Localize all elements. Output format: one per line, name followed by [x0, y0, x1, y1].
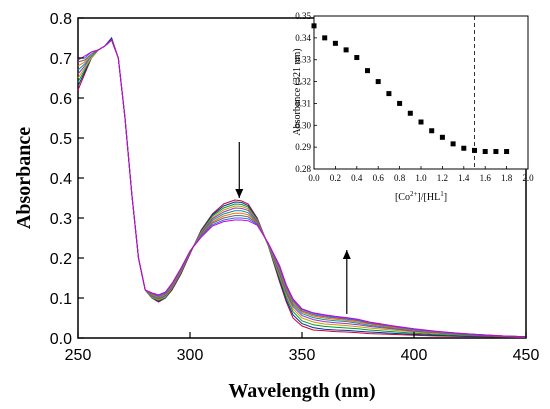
x-tick-label: 300	[177, 347, 204, 364]
inset-data-point	[343, 47, 349, 53]
inset-y-tick-label: 0.29	[295, 142, 311, 152]
inset-data-point	[322, 35, 328, 41]
main-plot: 250 300 350 400 450 0.0 0.1 0.2 0.3 0.4 0.5 0.6 0.7 0…	[13, 11, 539, 402]
inset-x-tick-label: 0.0	[308, 173, 320, 183]
x-tick-label: 350	[289, 347, 316, 364]
inset-data-point	[429, 128, 435, 134]
inset-data-point	[375, 79, 381, 85]
inset-x-tick-label: 0.6	[373, 173, 385, 183]
inset-y-tick-label: 0.35	[295, 11, 311, 21]
annotation-arrow-head	[342, 250, 351, 259]
y-tick-label: 0.3	[50, 211, 72, 228]
inset-x-tick-label: 1.6	[480, 173, 492, 183]
x-axis-title: Wavelength (nm)	[228, 380, 375, 402]
inset-y-tick-label: 0.34	[295, 33, 311, 43]
inset-y-tick-label: 0.32	[295, 77, 311, 87]
inset-y-tick-label: 0.33	[295, 55, 311, 65]
inset-data-point	[332, 40, 338, 46]
inset-plot: 0.0 0.2 0.4 0.6 0.8 1.0 1.2 1.4 1.6 1.8 2.0 0.28 0.2…	[292, 11, 534, 203]
inset-data-point	[354, 55, 360, 61]
inset-data-point	[407, 110, 413, 116]
x-tick-label: 250	[65, 347, 92, 364]
inset-x-tick-label: 1.4	[458, 173, 470, 183]
inset-data-point	[386, 91, 392, 97]
inset-data-point	[365, 68, 370, 74]
main-series-group	[77, 36, 527, 339]
annotation-arrow-head	[235, 189, 244, 198]
inset-data-point	[450, 141, 456, 147]
inset-data-point	[397, 100, 403, 106]
main-ticks: 250 300 350 400 450 0.0 0.1 0.2 0.3 0.4 0.5 0.6 0.7 0…	[50, 11, 540, 364]
inset-x-axis-title: [Co2+]/[HL1]	[395, 190, 447, 203]
inset-data-point	[311, 23, 317, 29]
inset-x-tick-label: 0.2	[330, 173, 341, 183]
y-tick-label: 0.7	[50, 51, 72, 68]
y-tick-label: 0.2	[50, 251, 72, 268]
inset-y-tick-label: 0.28	[295, 164, 311, 174]
inset-data-point	[461, 145, 467, 151]
inset-x-tick-label: 1.8	[501, 173, 513, 183]
inset-plot-frame	[313, 15, 529, 170]
inset-data-point	[504, 149, 510, 155]
spectrum-line-10	[77, 39, 527, 338]
inset-x-tick-label: 1.0	[415, 173, 427, 183]
inset-data-point	[493, 149, 499, 155]
y-tick-label: 0.5	[50, 131, 72, 148]
y-tick-label: 0.6	[50, 91, 72, 108]
inset-ticks: 0.0 0.2 0.4 0.6 0.8 1.0 1.2 1.4 1.6 1.8 2.0 0.28 0.2…	[295, 11, 534, 183]
x-tick-label: 450	[513, 347, 540, 364]
inset-y-tick-label: 0.30	[295, 120, 311, 130]
y-tick-label: 0.4	[50, 171, 72, 188]
inset-y-axis-title: Absorbance (321 nm)	[292, 48, 303, 135]
inset-data-point	[482, 149, 488, 155]
main-annotations	[235, 142, 351, 314]
inset-data-point	[472, 147, 477, 153]
y-tick-label: 0.8	[50, 11, 72, 28]
y-axis-title: Absorbance	[13, 127, 35, 229]
x-tick-label: 400	[401, 347, 428, 364]
inset-x-tick-label: 0.4	[351, 173, 363, 183]
inset-x-tick-label: 1.2	[437, 173, 448, 183]
y-tick-label: 0.1	[50, 291, 72, 308]
inset-data-point	[439, 134, 445, 140]
inset-data-point	[418, 119, 424, 125]
inset-x-tick-label: 2.0	[522, 173, 534, 183]
y-tick-label: 0.0	[50, 331, 72, 348]
inset-points-group	[311, 16, 510, 169]
inset-x-tick-label: 0.8	[394, 173, 406, 183]
inset-y-tick-label: 0.31	[295, 98, 311, 108]
